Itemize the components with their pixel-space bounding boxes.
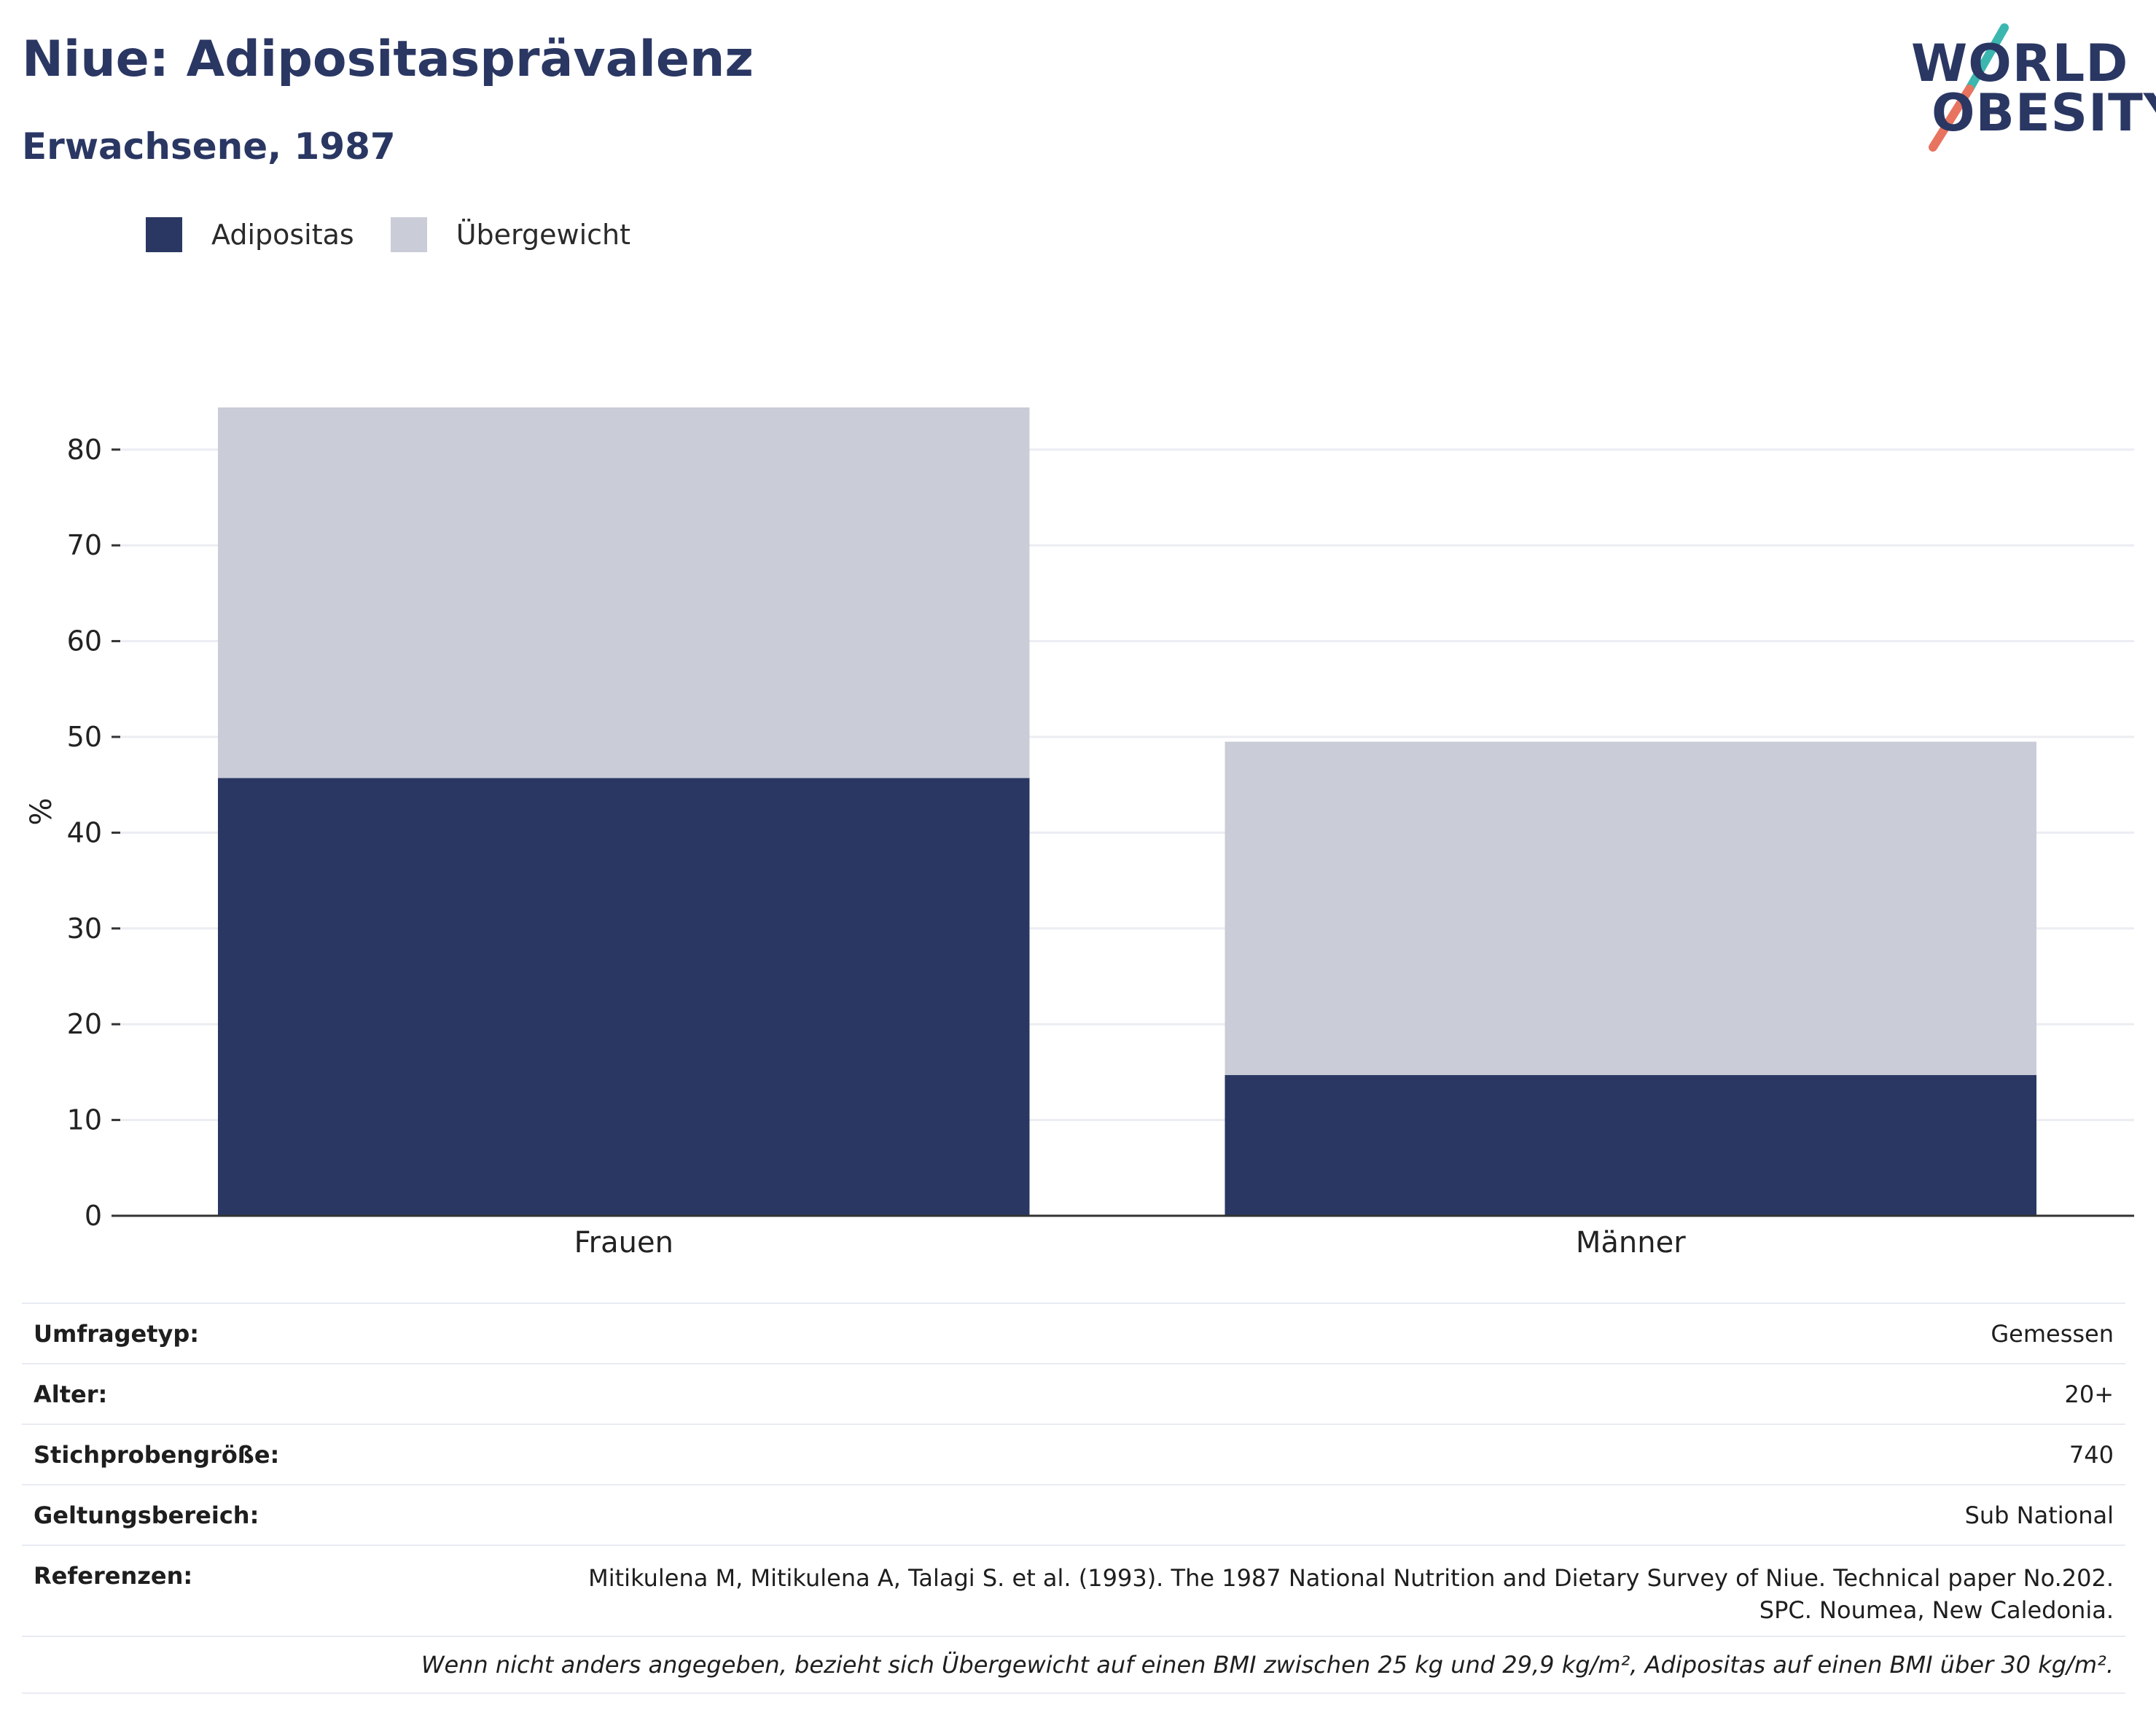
x-tick-label: Frauen: [574, 1226, 673, 1260]
y-tick-label: 30: [67, 913, 102, 945]
bar-uebergewicht-0[interactable]: [218, 407, 1030, 778]
info-row-scope: Geltungsbereich: Sub National: [22, 1484, 2125, 1544]
info-label: Referenzen:: [34, 1562, 193, 1590]
info-table: Umfragetyp: Gemessen Alter: 20+ Stichpro…: [22, 1303, 2125, 1694]
references-value: Mitikulena M, Mitikulena A, Talagi S. et…: [588, 1562, 2114, 1626]
y-tick-label: 70: [67, 529, 102, 561]
y-axis-label: %: [25, 797, 58, 825]
legend-item-uebergewicht[interactable]: Übergewicht: [390, 217, 630, 252]
info-row-age: Alter: 20+: [22, 1363, 2125, 1423]
bar-adipositas-0[interactable]: [218, 778, 1030, 1216]
logo-slash-bottom: [1929, 85, 1974, 152]
legend-item-adipositas[interactable]: Adipositas: [146, 217, 354, 252]
y-tick-label: 50: [67, 721, 102, 753]
axes: 0 10 20 30 40 50 60 70 80 Frauen Männer%: [25, 434, 2134, 1260]
info-row-survey-type: Umfragetyp: Gemessen: [22, 1303, 2125, 1363]
info-label: Alter:: [34, 1380, 108, 1408]
legend-swatch-uebergewicht: [390, 217, 427, 252]
info-value: 20+: [2064, 1380, 2114, 1408]
y-tick-label: 10: [67, 1104, 102, 1136]
info-row-references: Referenzen: Mitikulena M, Mitikulena A, …: [22, 1544, 2125, 1636]
y-tick-label: 0: [85, 1200, 102, 1232]
y-tick-label: 60: [67, 625, 102, 657]
info-value: 740: [2069, 1440, 2114, 1469]
legend-label-uebergewicht: Übergewicht: [456, 219, 630, 251]
reference-line-2: SPC. Noumea, New Caledonia.: [1759, 1596, 2114, 1624]
stacked-bar-chart: 0 10 20 30 40 50 60 70 80 Frauen Männer%: [25, 407, 2134, 1260]
logo-slash-top: [1965, 23, 2009, 93]
info-value: Gemessen: [1991, 1319, 2114, 1348]
bar-adipositas-1[interactable]: [1225, 1074, 2036, 1216]
logo-slash-icon: [1929, 23, 2009, 152]
info-value: Sub National: [1964, 1501, 2114, 1529]
bar-uebergewicht-1[interactable]: [1225, 741, 2036, 1075]
y-tick-label: 80: [67, 434, 102, 466]
x-tick-label: Männer: [1576, 1226, 1686, 1260]
y-tick-label: 40: [67, 816, 102, 848]
page-title: Niue: Adipositasprävalenz: [22, 31, 754, 88]
definition-note: Wenn nicht anders angegeben, bezieht sic…: [22, 1636, 2125, 1694]
info-row-sample-size: Stichprobengröße: 740: [22, 1423, 2125, 1484]
legend-swatch-adipositas: [146, 217, 182, 252]
reference-line-1: Mitikulena M, Mitikulena A, Talagi S. et…: [588, 1564, 2114, 1592]
logo-line-1: WORLD: [1911, 34, 2129, 93]
info-label: Umfragetyp:: [34, 1319, 200, 1348]
info-label: Geltungsbereich:: [34, 1501, 259, 1529]
bars: [218, 407, 2036, 1216]
world-obesity-logo: WORLD OBESITY: [1895, 22, 2156, 153]
page-subtitle: Erwachsene, 1987: [22, 125, 396, 168]
info-label: Stichprobengröße:: [34, 1440, 280, 1469]
legend-label-adipositas: Adipositas: [211, 219, 354, 251]
chart-legend: Adipositas Übergewicht: [146, 217, 667, 252]
y-tick-label: 20: [67, 1008, 102, 1040]
logo-line-2: OBESITY: [1932, 83, 2156, 143]
